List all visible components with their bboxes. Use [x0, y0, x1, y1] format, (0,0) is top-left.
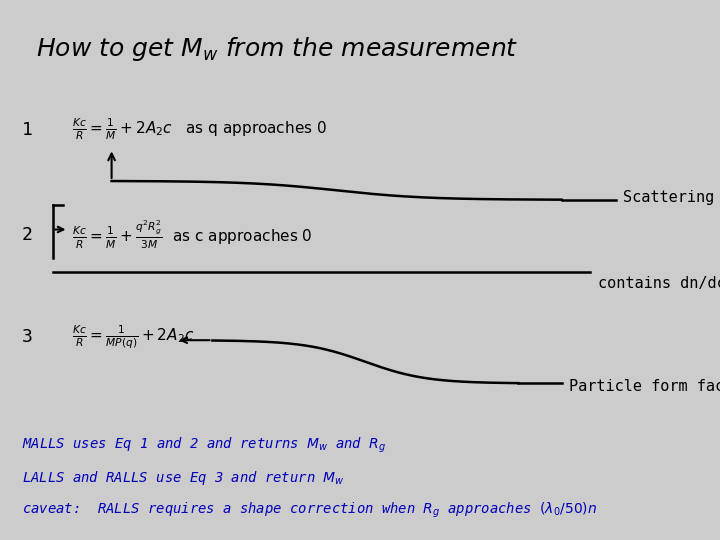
- Text: 2: 2: [22, 226, 32, 244]
- Text: $\frac{Kc}{R} = \frac{1}{M} + 2A_2c$   as q approaches 0: $\frac{Kc}{R} = \frac{1}{M} + 2A_2c$ as …: [72, 117, 327, 143]
- Text: MALLS uses Eq 1 and 2 and returns $M_w$ and $R_g$: MALLS uses Eq 1 and 2 and returns $M_w$ …: [22, 436, 385, 455]
- Text: Scattering: Scattering: [623, 190, 714, 205]
- Text: $\frac{Kc}{R} = \frac{1}{MP(q)} + 2A_2c$: $\frac{Kc}{R} = \frac{1}{MP(q)} + 2A_2c$: [72, 324, 194, 351]
- Text: 1: 1: [22, 120, 32, 139]
- Text: Particle form factor: Particle form factor: [569, 379, 720, 394]
- Text: contains dn/dc: contains dn/dc: [598, 276, 720, 291]
- Text: How to get $M_w$ from the measurement: How to get $M_w$ from the measurement: [36, 35, 518, 63]
- Text: $\frac{Kc}{R} = \frac{1}{M} + \frac{q^2R_g^2}{3M}$  as c approaches 0: $\frac{Kc}{R} = \frac{1}{M} + \frac{q^2R…: [72, 219, 312, 251]
- Text: 3: 3: [22, 328, 32, 347]
- Text: LALLS and RALLS use Eq 3 and return $M_w$: LALLS and RALLS use Eq 3 and return $M_w…: [22, 469, 344, 487]
- Text: caveat:  RALLS requires a shape correction when $R_g$ approaches $(\lambda_0/50): caveat: RALLS requires a shape correctio…: [22, 501, 597, 520]
